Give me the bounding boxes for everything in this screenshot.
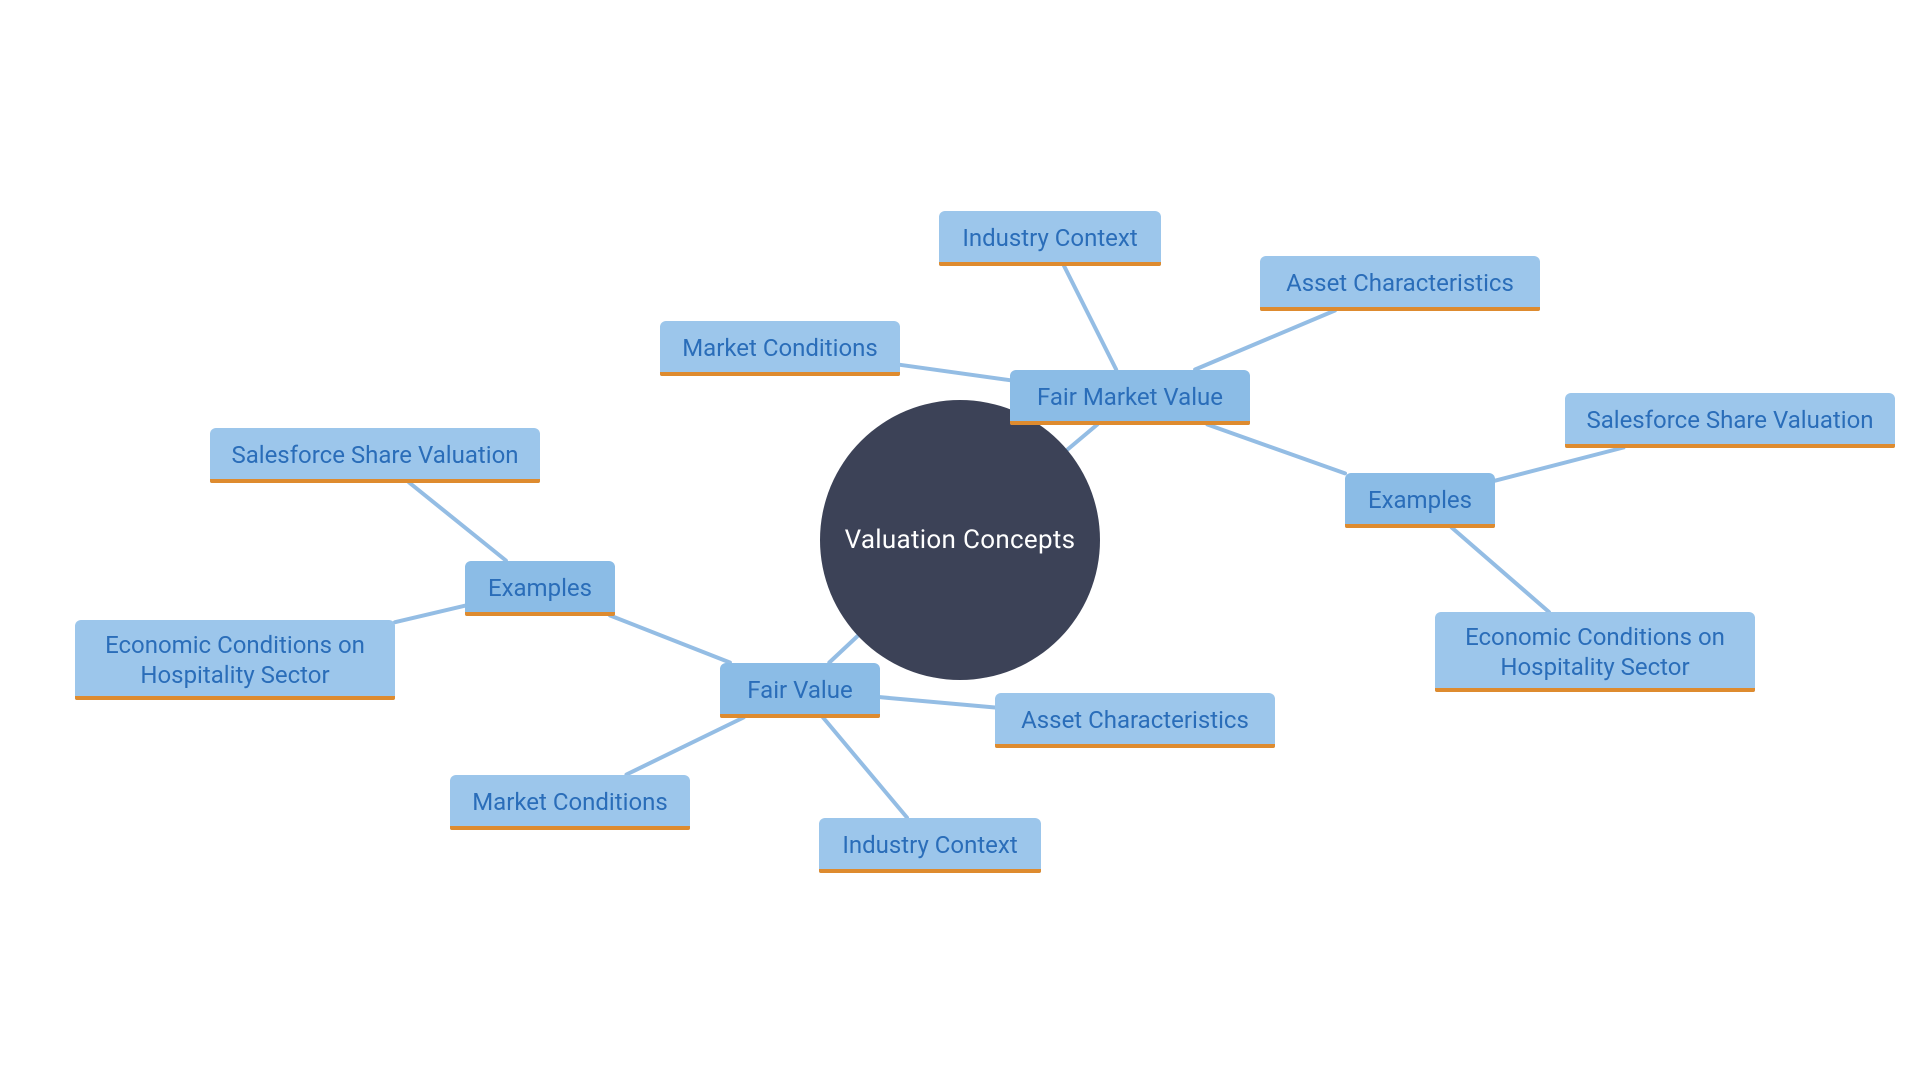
edge (1067, 425, 1097, 450)
node-label: Economic Conditions on Hospitality Secto… (105, 630, 365, 690)
node-underline (720, 714, 880, 718)
node-underline (465, 612, 615, 616)
edge (823, 718, 907, 818)
leaf-node: Asset Characteristics (995, 693, 1275, 748)
leaf-node: Salesforce Share Valuation (210, 428, 540, 483)
hub-node: Examples (1345, 473, 1495, 528)
node-underline (450, 826, 690, 830)
node-label: Asset Characteristics (1286, 268, 1514, 298)
edge (395, 606, 465, 623)
node-label: Fair Market Value (1037, 382, 1223, 412)
hub-node: Fair Market Value (1010, 370, 1250, 425)
leaf-node: Salesforce Share Valuation (1565, 393, 1895, 448)
node-label: Industry Context (962, 223, 1137, 253)
edge (900, 365, 1010, 380)
node-underline (1565, 444, 1895, 448)
hub-node: Examples (465, 561, 615, 616)
leaf-node: Market Conditions (660, 321, 900, 376)
mindmap-stage: Valuation Concepts Fair Market Value Marke… (0, 0, 1920, 1080)
node-label: Market Conditions (472, 787, 668, 817)
node-label: Industry Context (842, 830, 1017, 860)
node-underline (995, 744, 1275, 748)
node-underline (660, 372, 900, 376)
node-underline (1260, 307, 1540, 311)
leaf-node: Industry Context (939, 211, 1161, 266)
edge (610, 616, 730, 663)
leaf-node: Economic Conditions on Hospitality Secto… (75, 620, 395, 700)
center-node: Valuation Concepts (820, 400, 1100, 680)
node-label: Salesforce Share Valuation (231, 440, 518, 470)
node-underline (1435, 688, 1755, 692)
node-underline (1010, 421, 1250, 425)
leaf-node: Industry Context (819, 818, 1041, 873)
edge (1495, 448, 1623, 481)
node-label: Asset Characteristics (1021, 705, 1249, 735)
node-underline (210, 479, 540, 483)
leaf-node: Asset Characteristics (1260, 256, 1540, 311)
node-underline (939, 262, 1161, 266)
edge (1064, 266, 1116, 370)
edge (1452, 528, 1549, 613)
node-label: Market Conditions (682, 333, 878, 363)
node-label: Examples (488, 573, 592, 603)
node-label: Salesforce Share Valuation (1586, 405, 1873, 435)
edge (880, 697, 995, 707)
edge (409, 483, 506, 561)
node-label: Economic Conditions on Hospitality Secto… (1465, 622, 1725, 682)
node-label: Examples (1368, 485, 1472, 515)
node-underline (1345, 524, 1495, 528)
node-underline (819, 869, 1041, 873)
edge (829, 636, 858, 663)
node-underline (75, 696, 395, 700)
edge (626, 718, 743, 775)
leaf-node: Market Conditions (450, 775, 690, 830)
edge (1195, 311, 1335, 370)
hub-node: Fair Value (720, 663, 880, 718)
leaf-node: Economic Conditions on Hospitality Secto… (1435, 612, 1755, 692)
node-label: Fair Value (747, 675, 852, 705)
edge (1207, 425, 1345, 474)
center-label: Valuation Concepts (845, 525, 1076, 555)
